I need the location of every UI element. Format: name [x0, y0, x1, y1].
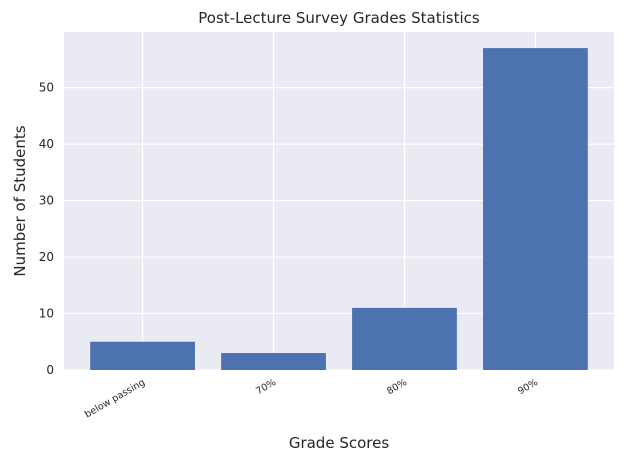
y-tick-label: 30: [39, 194, 54, 208]
y-tick-label: 40: [39, 137, 54, 151]
y-tick-label: 0: [46, 363, 54, 377]
y-axis-ticks: 0 10 20 30 40 50: [39, 81, 54, 377]
bar: [221, 353, 326, 370]
chart-title: Post-Lecture Survey Grades Statistics: [198, 9, 480, 27]
bars: [90, 48, 588, 370]
x-axis-label: Grade Scores: [289, 434, 390, 452]
y-tick-label: 10: [39, 307, 54, 321]
y-tick-label: 50: [39, 81, 54, 95]
bar: [352, 307, 457, 370]
bar: [90, 341, 195, 370]
y-tick-label: 20: [39, 250, 54, 264]
y-axis-label: Number of Students: [11, 125, 29, 276]
bar: [483, 48, 588, 370]
